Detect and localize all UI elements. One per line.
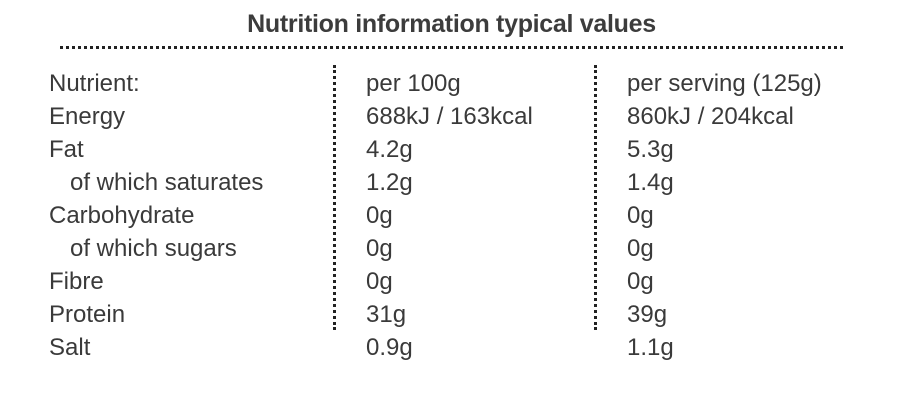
value-serving: 5.3g xyxy=(627,136,674,163)
value-serving: 0g xyxy=(627,235,654,262)
page-title: Nutrition information typical values xyxy=(247,10,656,38)
value-per100: 688kJ / 163kcal xyxy=(366,103,533,130)
value-serving: 0g xyxy=(627,268,654,295)
table-row: of which sugars 0g 0g xyxy=(0,232,903,265)
column-divider-per100 xyxy=(333,65,336,330)
value-per100: 4.2g xyxy=(366,136,413,163)
table-row: Fat 4.2g 5.3g xyxy=(0,133,903,166)
table-row: Fibre 0g 0g xyxy=(0,265,903,298)
value-per100: 0g xyxy=(366,268,393,295)
header-nutrient: Nutrient: xyxy=(49,70,140,97)
nutrient-name: Energy xyxy=(49,103,126,130)
value-serving: 39g xyxy=(627,301,668,328)
title-divider xyxy=(60,46,843,49)
header-per100: per 100g xyxy=(366,70,461,97)
nutrient-name: Salt xyxy=(49,334,91,361)
table-row: Energy 688kJ / 163kcal 860kJ / 204kcal xyxy=(0,100,903,133)
table-row: of which saturates 1.2g 1.4g xyxy=(0,166,903,199)
value-serving: 1.1g xyxy=(627,334,674,361)
value-per100: 0.9g xyxy=(366,334,413,361)
value-per100: 0g xyxy=(366,202,393,229)
nutrient-name: Fibre xyxy=(49,268,104,295)
nutrient-name: Carbohydrate xyxy=(49,202,195,229)
table-row: Salt 0.9g 1.1g xyxy=(0,331,903,364)
column-divider-serving xyxy=(594,65,597,330)
value-serving: 1.4g xyxy=(627,169,674,196)
value-per100: 31g xyxy=(366,301,407,328)
table-header-row: Nutrient: per 100g per serving (125g) xyxy=(0,67,903,100)
nutrition-table: Nutrient: per 100g per serving (125g) En… xyxy=(0,67,903,364)
nutrient-name: Fat xyxy=(49,136,84,163)
table-row: Protein 31g 39g xyxy=(0,298,903,331)
nutrient-name: Protein xyxy=(49,301,126,328)
value-per100: 0g xyxy=(366,235,393,262)
table-row: Carbohydrate 0g 0g xyxy=(0,199,903,232)
value-serving: 860kJ / 204kcal xyxy=(627,103,794,130)
value-per100: 1.2g xyxy=(366,169,413,196)
header-serving: per serving (125g) xyxy=(627,70,822,97)
value-serving: 0g xyxy=(627,202,654,229)
nutrient-name: of which sugars xyxy=(70,235,237,262)
nutrient-name: of which saturates xyxy=(70,169,264,196)
